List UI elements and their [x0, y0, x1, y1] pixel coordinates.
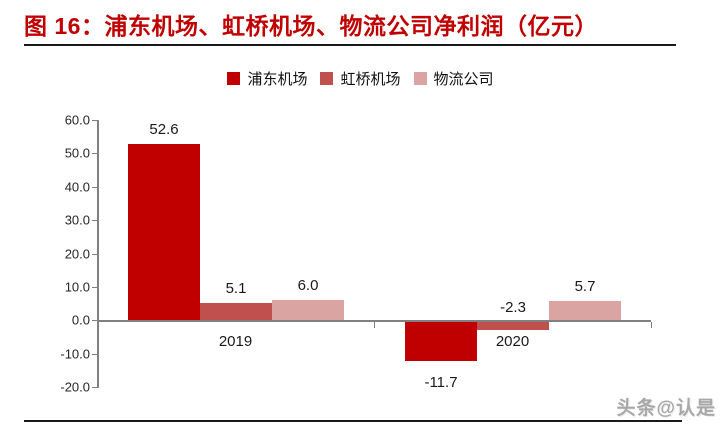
legend-series-label: 物流公司	[433, 72, 494, 88]
chart-legend: 浦东机场 虹桥机场 物流公司	[0, 68, 721, 89]
y-axis-tick	[92, 187, 97, 188]
y-axis-tick	[92, 287, 97, 288]
bar-value-label: 52.6	[149, 121, 179, 138]
bar-虹桥机场-2019	[200, 303, 272, 320]
y-axis-tick-label: 20.0	[64, 246, 90, 262]
category-label: 2020	[495, 333, 530, 350]
y-axis-tick-label: 0.0	[71, 312, 90, 328]
y-axis-tick-label: -20.0	[60, 379, 90, 395]
y-axis-line	[97, 120, 99, 388]
bar-虹桥机场-2020	[477, 322, 549, 330]
legend-swatch-icon	[227, 72, 241, 85]
bar-value-label: 5.7	[574, 278, 596, 295]
legend-swatch-icon	[413, 72, 427, 85]
watermark-text: 头条@认是	[616, 398, 716, 419]
y-axis-tick	[92, 254, 97, 255]
y-axis-tick	[92, 153, 97, 154]
y-axis-tick	[92, 320, 97, 321]
category-label: 2019	[218, 333, 253, 350]
y-axis-tick-label: 50.0	[64, 145, 90, 161]
bar-value-label: -2.3	[500, 299, 526, 316]
y-axis-tick	[92, 387, 97, 388]
x-axis-tick	[651, 322, 652, 328]
legend-series-label: 浦东机场	[247, 72, 308, 88]
bar-value-label: -11.7	[424, 374, 458, 391]
y-axis-tick-label: 10.0	[64, 279, 90, 295]
bar-物流公司-2020	[549, 301, 621, 320]
bar-物流公司-2019	[272, 300, 344, 320]
y-axis-tick-label: -10.0	[60, 346, 90, 362]
legend-item: 物流公司	[413, 68, 494, 89]
y-axis-tick-label: 30.0	[64, 212, 90, 228]
title-divider	[24, 44, 676, 46]
y-axis-tick	[92, 120, 97, 121]
y-axis-tick	[92, 354, 97, 355]
legend-item: 虹桥机场	[320, 68, 401, 89]
x-axis-tick	[374, 322, 375, 328]
bottom-divider	[24, 420, 682, 422]
x-axis-line	[97, 320, 651, 322]
bar-浦东机场-2019	[128, 144, 200, 320]
y-axis-tick-label: 60.0	[64, 112, 90, 128]
legend-swatch-icon	[320, 72, 334, 85]
legend-series-label: 虹桥机场	[340, 72, 401, 88]
bar-value-label: 5.1	[225, 280, 247, 297]
legend-item: 浦东机场	[227, 68, 307, 89]
bar-浦东机场-2020	[405, 322, 477, 361]
y-axis-tick	[92, 220, 97, 221]
bar-value-label: 6.0	[297, 277, 319, 294]
y-axis-tick-label: 40.0	[64, 179, 90, 195]
figure-title: 图 16：浦东机场、虹桥机场、物流公司净利润（亿元）	[24, 13, 598, 39]
